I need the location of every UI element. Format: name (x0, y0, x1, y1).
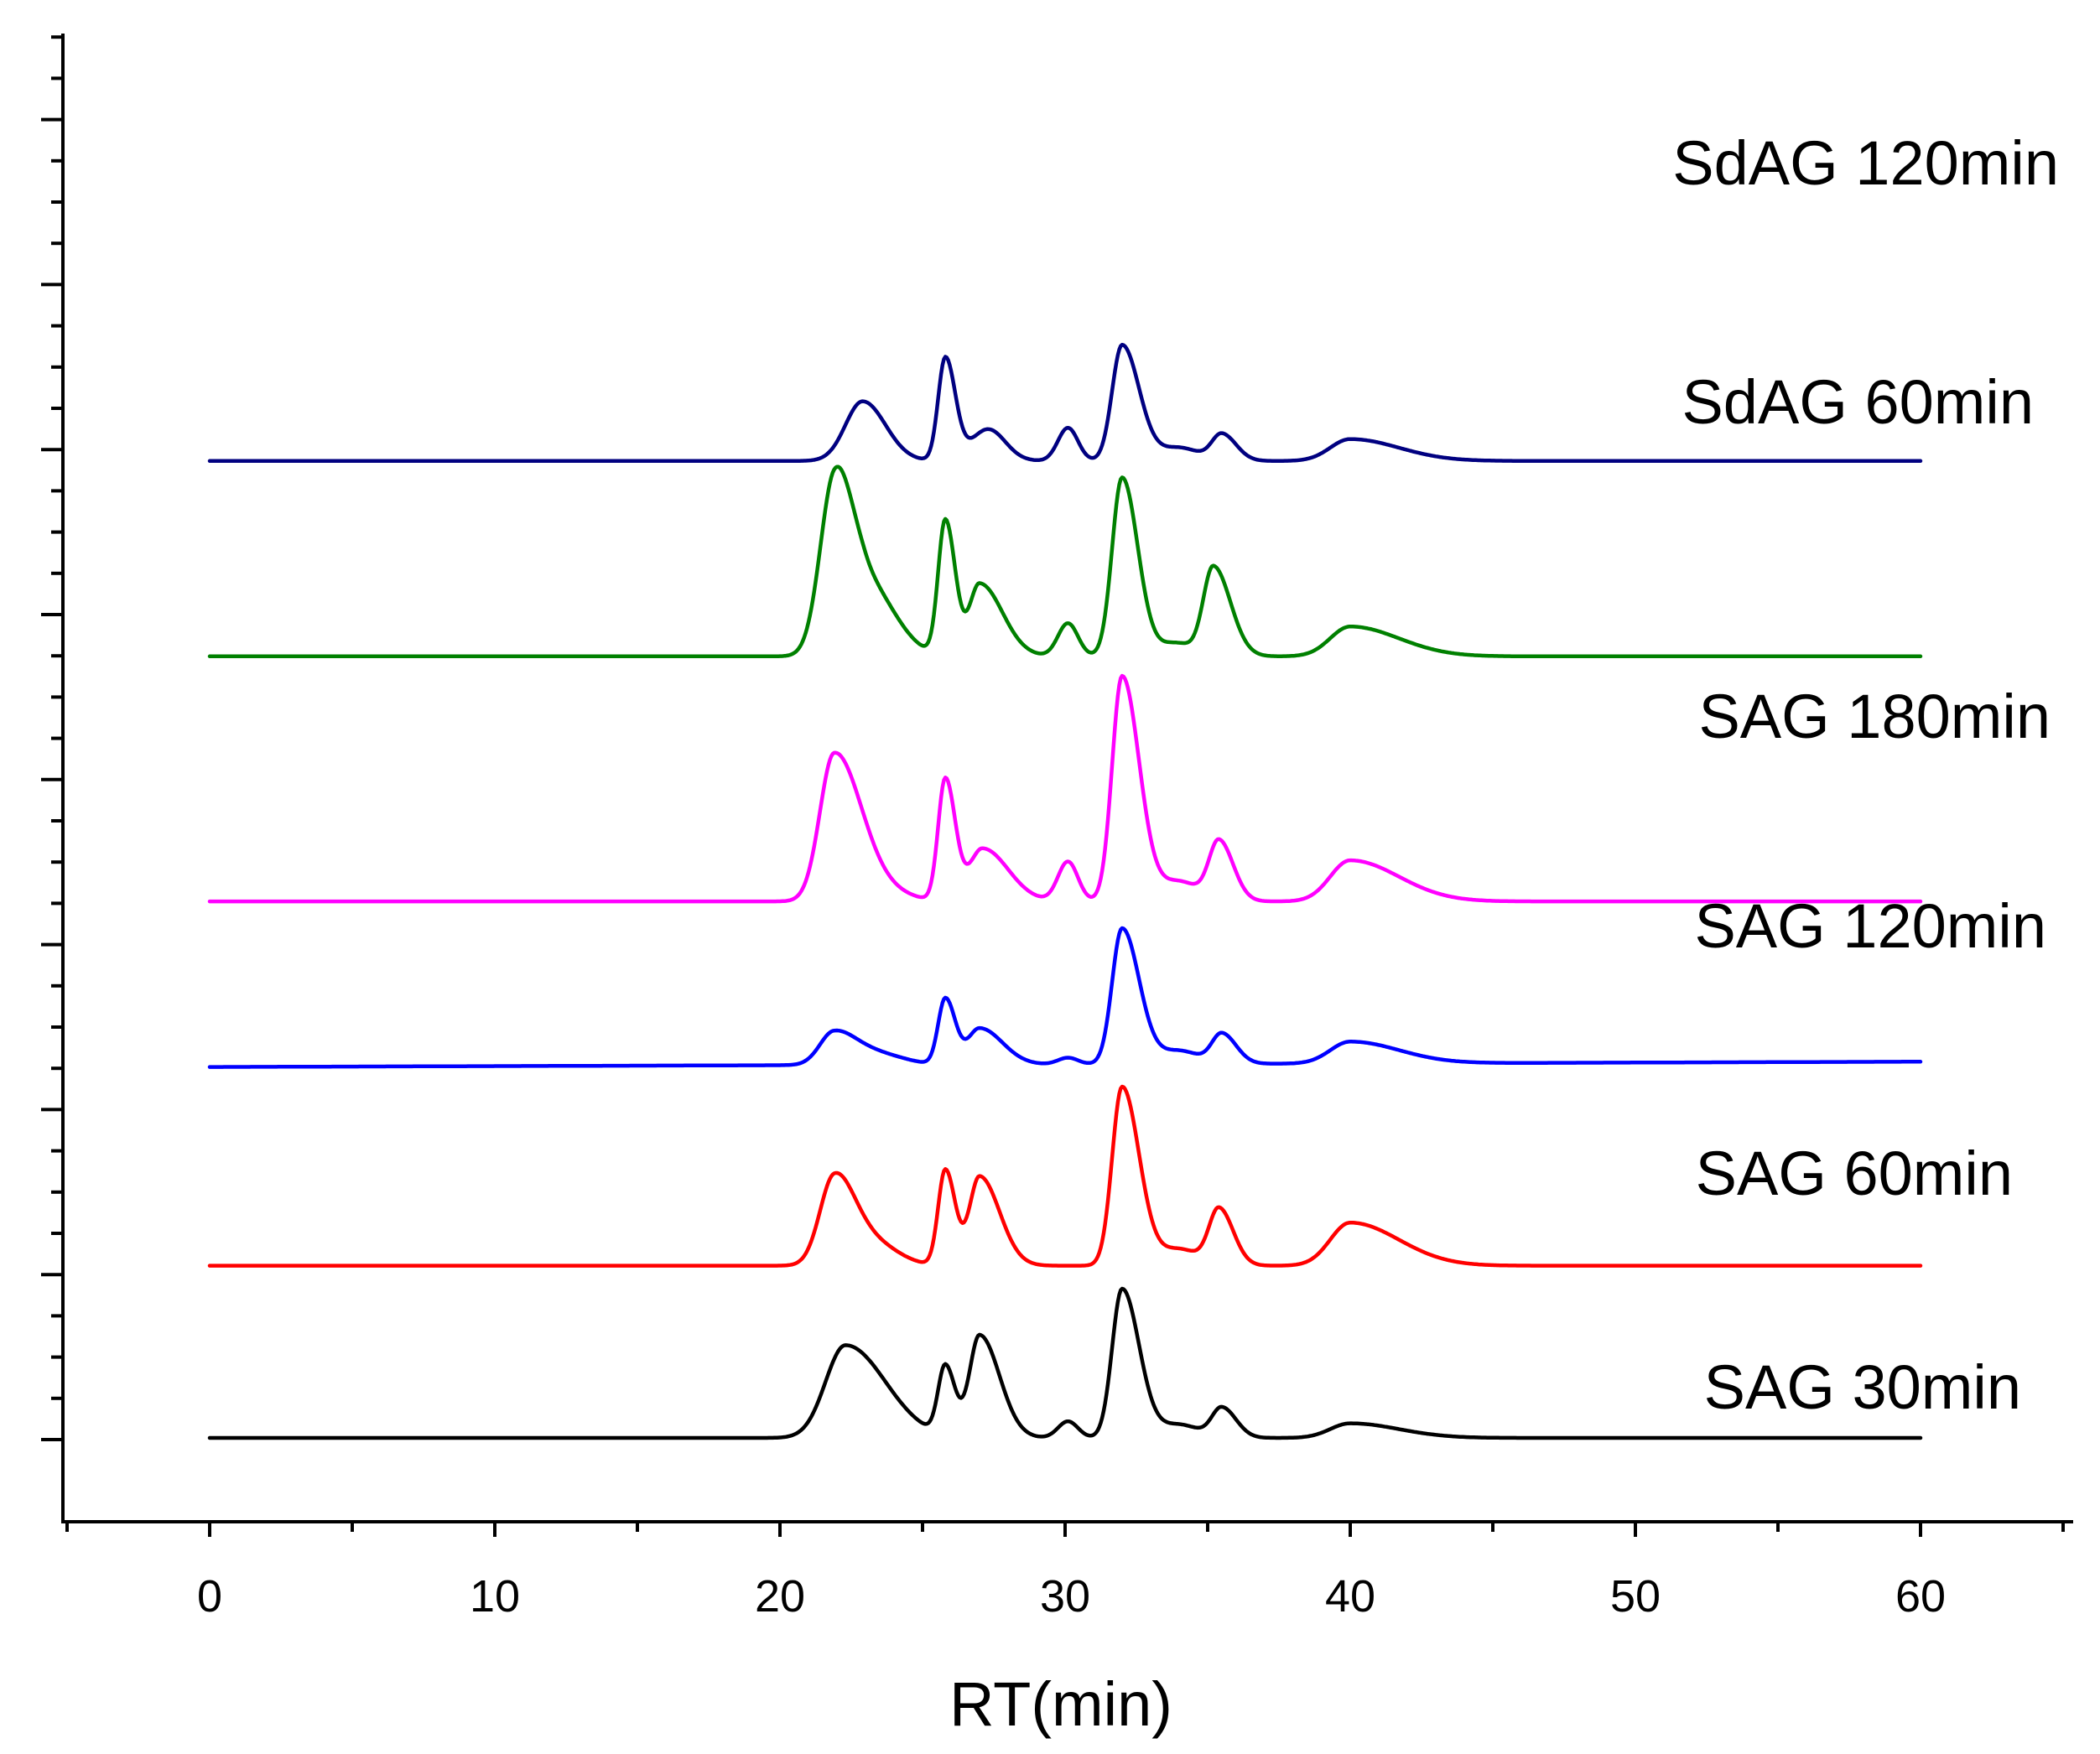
x-axis-title: RT(min) (949, 1669, 1172, 1739)
x-tick-label: 30 (1040, 1571, 1090, 1622)
series-label: SAG 180min (1698, 682, 2051, 751)
x-tick-label: 40 (1325, 1571, 1375, 1622)
series-label: SAG 60min (1696, 1139, 2013, 1208)
series-label: SdAG 120min (1672, 128, 2059, 198)
y-axis-ticks (41, 35, 63, 1441)
x-tick-label: 10 (470, 1571, 520, 1622)
x-tick-label: 0 (197, 1571, 222, 1622)
x-tick-label: 60 (1895, 1571, 1946, 1622)
trace-sag-30min (207, 1286, 1923, 1440)
trace-sdag-120min (207, 342, 1923, 464)
series-label: SAG 30min (1704, 1352, 2021, 1422)
x-tick-label: 20 (755, 1571, 805, 1622)
series-label: SAG 120min (1694, 891, 2046, 961)
trace-sag-180min (207, 673, 1923, 904)
series-label: SdAG 60min (1682, 367, 2034, 437)
traces (207, 342, 1923, 1440)
trace-sag-120min (207, 926, 1923, 1069)
series-labels: SAG 30min SAG 60min SAG 120min SAG 180min Sd… (1672, 128, 2059, 1422)
x-axis-ticks: 0 10 20 30 40 50 60 (65, 1522, 2065, 1622)
x-tick-label: 50 (1610, 1571, 1661, 1622)
trace-sdag-60min (207, 464, 1923, 659)
trace-sag-60min (207, 1084, 1923, 1268)
axes: 0 10 20 30 40 50 60 (41, 34, 2073, 1622)
